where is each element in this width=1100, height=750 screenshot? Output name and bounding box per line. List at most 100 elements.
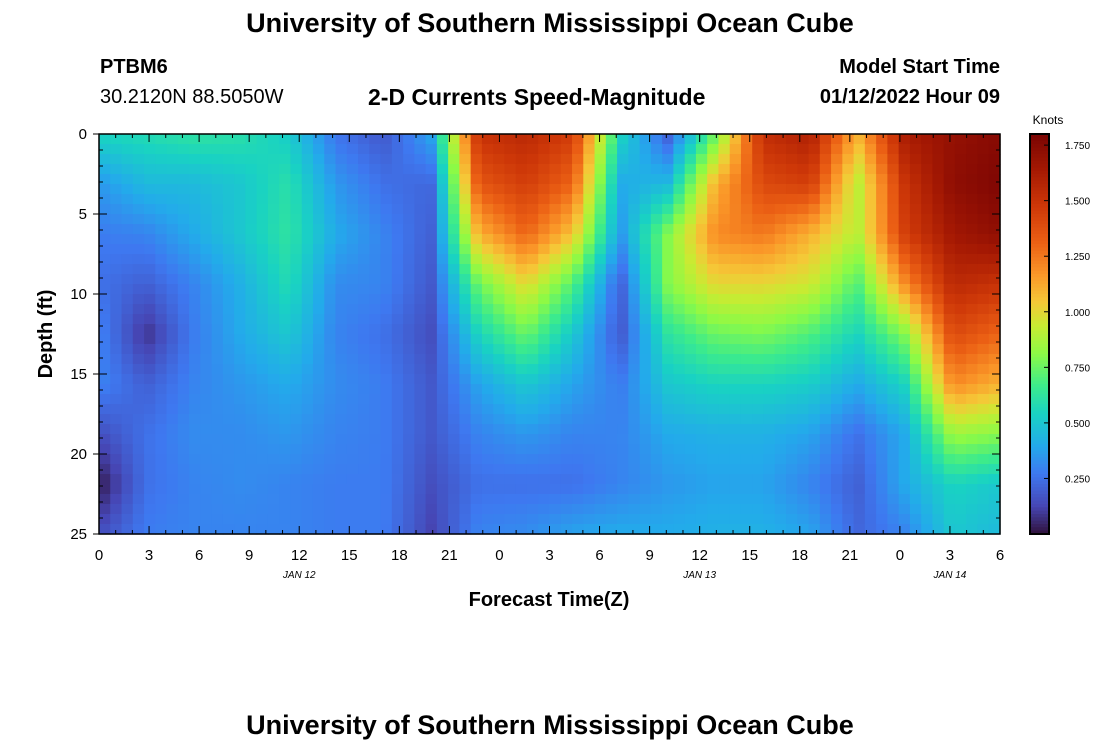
heatmap-cell	[932, 484, 945, 495]
heatmap-cell	[797, 234, 810, 245]
heatmap-cell	[853, 144, 866, 155]
heatmap-cell	[267, 204, 280, 215]
heatmap-cell	[797, 254, 810, 265]
heatmap-cell	[312, 404, 325, 415]
heatmap-cell	[166, 184, 179, 195]
heatmap-cell	[842, 144, 855, 155]
heatmap-cell	[245, 174, 258, 185]
heatmap-cell	[267, 394, 280, 405]
heatmap-cell	[504, 254, 517, 265]
heatmap-cell	[662, 254, 674, 265]
heatmap-cell	[380, 264, 393, 275]
heatmap-cell	[121, 424, 134, 435]
heatmap-cell	[898, 294, 911, 305]
heatmap-cell	[876, 194, 888, 205]
heatmap-cell	[797, 394, 810, 405]
heatmap-cell	[921, 444, 934, 455]
heatmap-cell	[864, 194, 877, 205]
heatmap-cell	[132, 494, 145, 505]
heatmap-cell	[774, 324, 787, 335]
heatmap-cell	[876, 324, 888, 335]
heatmap-cell	[954, 264, 967, 275]
heatmap-cell	[763, 344, 776, 355]
heatmap-cell	[312, 184, 325, 195]
heatmap-cell	[786, 304, 798, 315]
heatmap-cell	[279, 354, 292, 365]
heatmap-cell	[425, 224, 438, 235]
heatmap-cell	[662, 244, 674, 255]
heatmap-cell	[245, 454, 258, 465]
heatmap-cell	[436, 514, 449, 525]
heatmap-cell	[909, 414, 922, 425]
heatmap-cell	[526, 304, 539, 315]
heatmap-cell	[966, 414, 979, 425]
heatmap-cell	[256, 194, 269, 205]
heatmap-cell	[99, 274, 111, 285]
heatmap-cell	[526, 294, 539, 305]
colorbar-swatch	[1030, 144, 1049, 148]
heatmap-cell	[977, 224, 990, 235]
heatmap-cell	[617, 314, 629, 325]
heatmap-cell	[290, 444, 303, 455]
colorbar-swatch	[1030, 290, 1049, 295]
heatmap-cell	[166, 344, 179, 355]
heatmap-cell	[290, 304, 303, 315]
heatmap-cell	[256, 524, 269, 535]
heatmap-cell	[324, 354, 337, 365]
heatmap-cell	[853, 494, 866, 505]
heatmap-cell	[819, 344, 832, 355]
heatmap-cell	[391, 374, 404, 385]
heatmap-cell	[470, 484, 483, 495]
colorbar-swatch	[1030, 380, 1049, 385]
heatmap-cell	[695, 184, 708, 195]
heatmap-cell	[707, 434, 720, 445]
heatmap-cell	[414, 344, 427, 355]
heatmap-cell	[211, 234, 224, 245]
heatmap-cell	[943, 504, 956, 515]
heatmap-cell	[966, 164, 979, 175]
heatmap-cell	[628, 454, 641, 465]
heatmap-cell	[774, 134, 787, 145]
heatmap-cell	[662, 364, 674, 375]
heatmap-cell	[594, 164, 607, 175]
heatmap-cell	[583, 194, 596, 205]
heatmap-cell	[740, 524, 753, 535]
chart-title: University of Southern Mississippi Ocean…	[246, 8, 854, 38]
heatmap-cell	[481, 364, 494, 375]
heatmap-cell	[943, 314, 956, 325]
heatmap-cell	[707, 354, 720, 365]
heatmap-cell	[155, 304, 168, 315]
heatmap-cell	[617, 464, 629, 475]
heatmap-cell	[819, 424, 832, 435]
heatmap-cell	[707, 504, 720, 515]
heatmap-cell	[853, 474, 866, 485]
heatmap-cell	[549, 374, 562, 385]
heatmap-cell	[267, 364, 280, 375]
heatmap-cell	[966, 184, 979, 195]
heatmap-cell	[369, 514, 382, 525]
heatmap-cell	[358, 254, 370, 265]
heatmap-cell	[493, 424, 506, 435]
heatmap-cell	[403, 454, 415, 465]
heatmap-cell	[222, 484, 235, 495]
heatmap-cell	[718, 164, 731, 175]
heatmap-cell	[301, 434, 314, 445]
heatmap-cell	[639, 324, 652, 335]
heatmap-cell	[166, 174, 179, 185]
heatmap-cell	[831, 274, 843, 285]
heatmap-cell	[752, 194, 765, 205]
heatmap-cell	[842, 274, 855, 285]
heatmap-cell	[932, 344, 945, 355]
heatmap-cell	[617, 214, 629, 225]
heatmap-cell	[583, 264, 596, 275]
heatmap-cell	[121, 254, 134, 265]
heatmap-cell	[605, 204, 618, 215]
heatmap-cell	[155, 454, 168, 465]
heatmap-cell	[436, 454, 449, 465]
heatmap-cell	[898, 384, 911, 395]
heatmap-cell	[707, 404, 720, 415]
heatmap-cell	[312, 144, 325, 155]
heatmap-cell	[312, 464, 325, 475]
heatmap-cell	[988, 374, 1001, 385]
heatmap-cell	[177, 194, 190, 205]
